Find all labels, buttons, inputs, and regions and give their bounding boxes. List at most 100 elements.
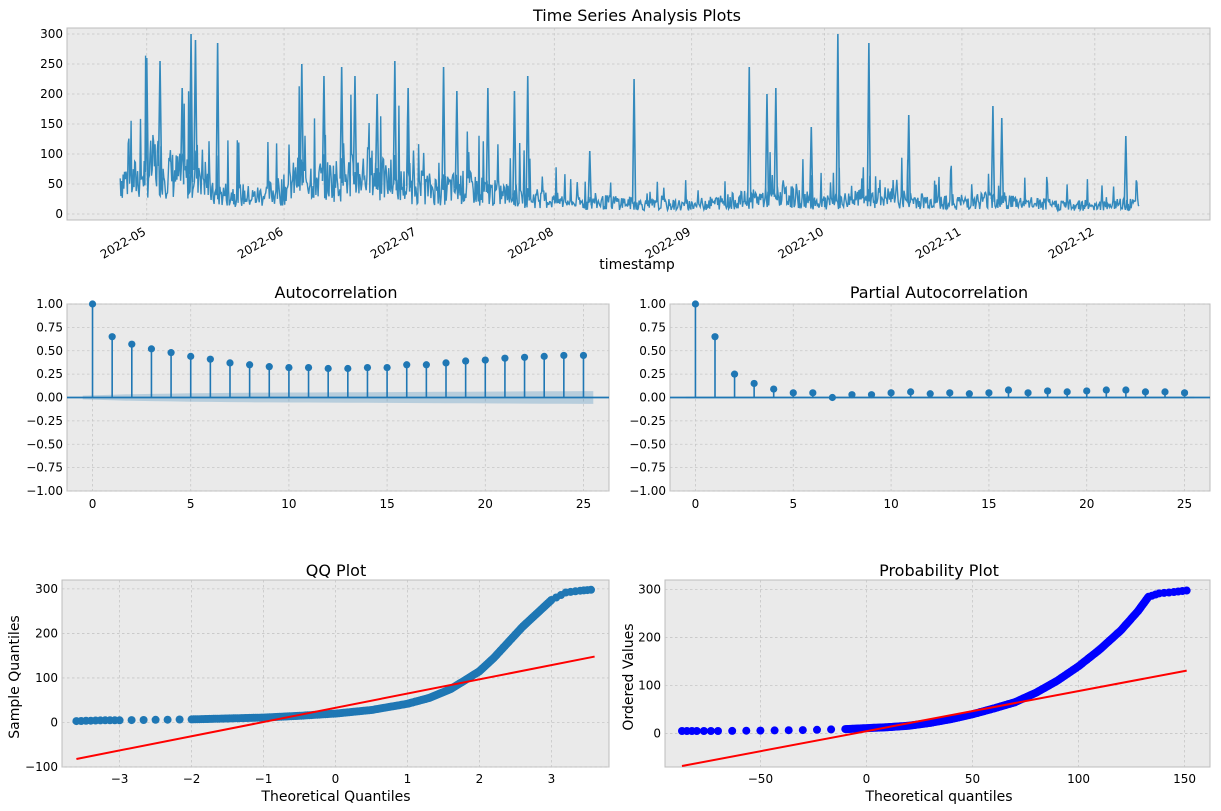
ts-peak [764, 93, 770, 201]
acf-marker [462, 357, 470, 365]
prob-xlabel: Theoretical quantiles [864, 789, 1012, 805]
pacf-ytick-label: −0.50 [629, 437, 666, 451]
ts-ytick-label: 150 [40, 117, 63, 131]
acf-title: Autocorrelation [275, 283, 398, 302]
prob-axes-bg [664, 579, 1211, 768]
acf-marker [481, 356, 489, 364]
prob-point [770, 726, 779, 735]
ts-peak [299, 63, 305, 183]
ts-peak [321, 75, 327, 188]
acf-ytick-label: 0.50 [36, 344, 63, 358]
acf-marker [560, 351, 568, 360]
prob-point [728, 726, 737, 735]
pacf-ytick-label: 1.00 [639, 297, 666, 311]
ts-peak [990, 105, 996, 203]
ts-ytick-label: 300 [40, 27, 63, 41]
prob-xtick-label: 150 [1173, 772, 1196, 786]
ts-xtick-label: 2022-05 [98, 224, 148, 261]
prob-ytick-label: 100 [638, 678, 661, 692]
acf-xtick-label: 20 [478, 497, 493, 511]
qq-point [139, 716, 148, 724]
acf-marker [304, 363, 313, 372]
qq-xtick-label: −1 [255, 772, 273, 786]
acf-marker [501, 354, 509, 362]
pacf-xtick-label: 15 [981, 497, 996, 511]
prob-point [706, 727, 715, 735]
qq-ytick-label: 300 [35, 582, 58, 596]
pacf-xtick-label: 10 [883, 497, 898, 511]
qq-ytick-label: −100 [25, 760, 58, 774]
pacf-xtick-label: 20 [1079, 497, 1094, 511]
ts-peak [746, 66, 752, 203]
ts-xlabel: timestamp [599, 257, 675, 273]
acf-marker [422, 361, 430, 369]
pacf-marker [1122, 386, 1130, 394]
prob-xtick-label: 100 [1067, 772, 1090, 786]
ts-peak [188, 33, 194, 183]
ts-peak [454, 90, 460, 194]
pacf-marker [907, 388, 915, 396]
pacf-marker [965, 390, 973, 398]
ts-peak [512, 90, 517, 200]
pacf-xtick-label: 0 [692, 497, 700, 511]
acf-marker [520, 353, 529, 361]
ts-peak [485, 87, 491, 197]
qq-xtick-label: 0 [332, 772, 340, 786]
pacf-ytick-label: 0.75 [639, 320, 666, 334]
acf-xtick-label: 25 [576, 497, 591, 511]
acf-marker [344, 364, 352, 373]
acf-marker [167, 349, 175, 357]
ts-peak [587, 150, 593, 206]
qq-xlabel: Theoretical Quantiles [260, 789, 410, 805]
qq-xtick-label: −3 [111, 772, 129, 786]
pacf-marker [770, 385, 778, 393]
prob-point [798, 726, 807, 735]
pacf-marker [985, 389, 993, 397]
prob-xtick-label: −50 [748, 772, 773, 786]
ts-peak [352, 75, 358, 184]
acf-marker [442, 359, 450, 367]
prob-point [692, 727, 701, 735]
ts-ytick-label: 50 [48, 177, 63, 191]
pacf-marker [730, 370, 739, 378]
qq-point [163, 715, 172, 724]
pacf-marker [1161, 388, 1169, 396]
pacf-ytick-label: 0.25 [639, 367, 666, 381]
pacf-panel: −1.00 −0.75 −0.50 −0.25 0.00 0.25 0.50 0.75 1.00… [629, 297, 1211, 511]
pacf-marker [867, 391, 876, 399]
qq-xtick-label: −2 [183, 772, 201, 786]
acf-marker [265, 363, 273, 371]
pacf-marker [1102, 386, 1110, 394]
acf-marker [403, 361, 411, 369]
ts-peak [157, 60, 163, 176]
ts-panel: 0 50 100 150 200 250 300 2022-05 2022-06 2022-07 2… [40, 27, 1211, 262]
pacf-marker [1044, 387, 1052, 395]
qq-panel: −100 0 100 200 300 −3 −2 −1 0 1 2 3 [25, 579, 610, 786]
qq-point [115, 716, 124, 725]
prob-xtick-label: 0 [863, 772, 871, 786]
ts-xtick-label: 2022-08 [505, 224, 555, 261]
ts-xtick-label: 2022-06 [235, 224, 285, 261]
pacf-marker [946, 389, 954, 397]
acf-marker [540, 352, 548, 360]
acf-marker [383, 363, 391, 372]
prob-ytick-label: 300 [638, 583, 661, 597]
qq-xtick-label: 3 [548, 772, 556, 786]
acf-marker [108, 333, 116, 341]
prob-point [756, 726, 765, 735]
ts-title: Time Series Analysis Plots [532, 6, 741, 25]
pacf-marker [1180, 389, 1189, 397]
qq-xtick-label: 2 [476, 772, 484, 786]
pacf-ytick-label: 0.50 [639, 344, 666, 358]
prob-point [714, 727, 722, 735]
prob-fit-line [681, 669, 1187, 768]
acf-marker [187, 352, 195, 360]
acf-marker [147, 345, 156, 353]
prob-point [1182, 586, 1191, 595]
pacf-xtick-label: 25 [1177, 497, 1192, 511]
prob-point [827, 725, 836, 734]
ts-peak [339, 66, 344, 186]
qq-ytick-label: 100 [35, 671, 58, 685]
pacf-marker [1063, 388, 1071, 396]
